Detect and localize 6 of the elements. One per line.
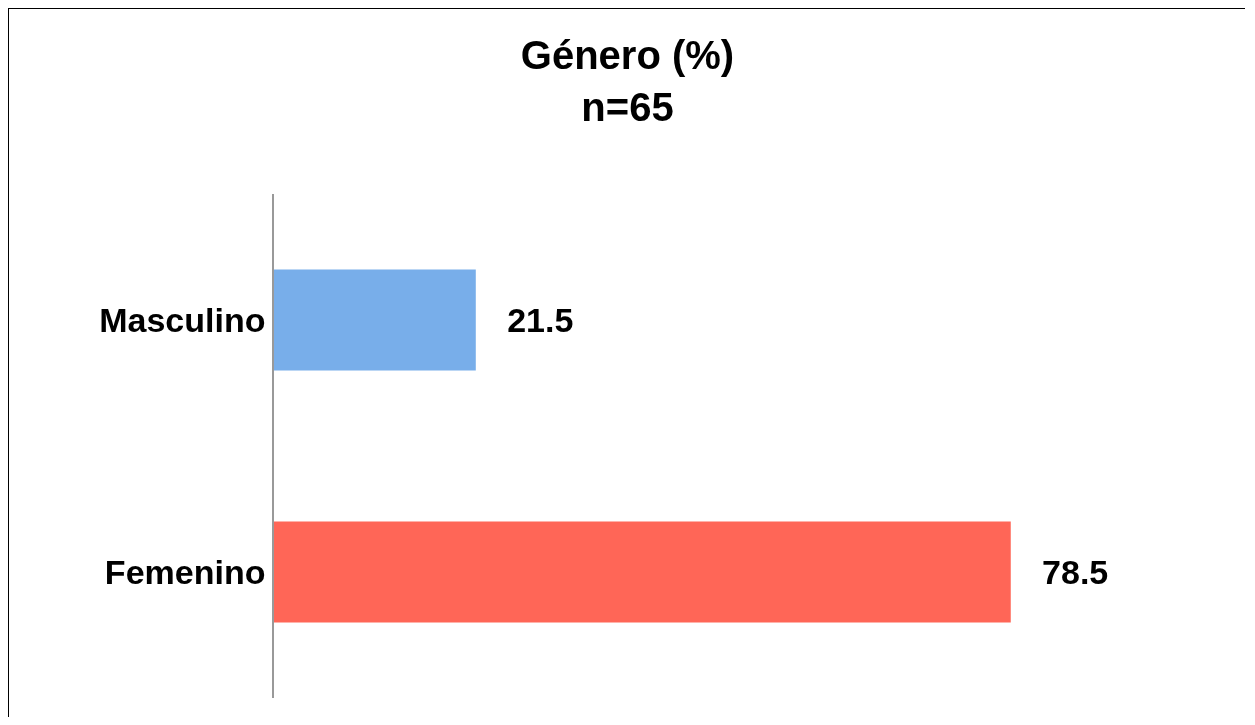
chart-title: Género (%)	[520, 33, 735, 78]
chart-subtitle: n=65	[581, 85, 674, 130]
data-label: 78.5	[1042, 553, 1109, 591]
data-label: 21.5	[507, 301, 574, 339]
y-tick-label: Femenino	[104, 552, 266, 591]
y-tick-label: Masculino	[99, 300, 266, 339]
